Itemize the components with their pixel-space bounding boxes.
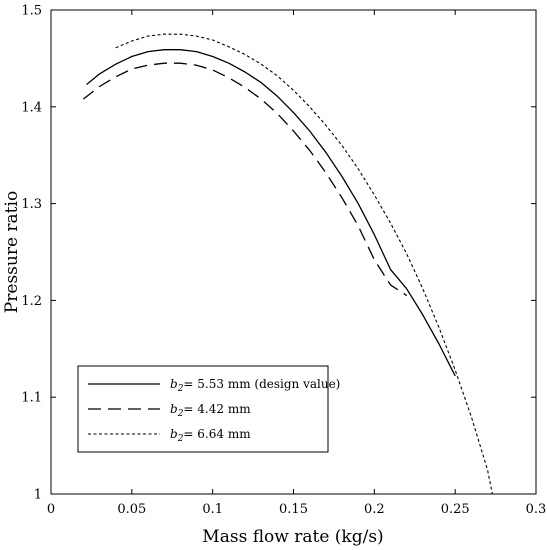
- legend-entries: b2= 5.53 mm (design value)b2= 4.42 mmb2=…: [88, 377, 340, 444]
- x-tick-label: 0.05: [117, 502, 146, 517]
- legend-symbol: b: [170, 427, 178, 441]
- legend-value: = 6.64 mm: [183, 427, 251, 441]
- legend-label-1: b2= 5.53 mm (design value): [170, 377, 340, 394]
- legend-label-2: b2= 4.42 mm: [170, 402, 251, 419]
- legend-label-3: b2= 6.64 mm: [170, 427, 251, 444]
- legend-value: = 5.53 mm (design value): [183, 377, 340, 391]
- y-tick-label: 1.4: [21, 100, 42, 115]
- series-line-1: [86, 49, 456, 377]
- series-line-2: [82, 62, 408, 297]
- y-tick-label: 1.5: [21, 4, 42, 19]
- legend-subscript: 2: [177, 434, 184, 444]
- y-tick-label: 1: [34, 488, 42, 503]
- series-line-3: [115, 33, 493, 495]
- legend-symbol: b: [170, 402, 178, 416]
- legend-subscript: 2: [177, 384, 184, 394]
- y-tick-label: 1.1: [21, 391, 42, 406]
- y-tick-label: 1.2: [21, 294, 42, 309]
- plot-frame: [50, 9, 537, 495]
- legend-value: = 4.42 mm: [183, 402, 251, 416]
- y-tick-label: 1.3: [21, 197, 42, 212]
- legend-symbol: b: [170, 377, 178, 391]
- x-axis-title: Mass flow rate (kg/s): [202, 527, 383, 547]
- legend-subscript: 2: [177, 409, 184, 419]
- x-tick-label: 0.3: [526, 502, 547, 517]
- x-tick-label: 0.25: [441, 502, 470, 517]
- y-axis-title: Pressure ratio: [2, 191, 22, 313]
- x-tick-label: 0.15: [279, 502, 308, 517]
- x-tick-label: 0.2: [364, 502, 385, 517]
- x-tick-label: 0.1: [202, 502, 223, 517]
- x-tick-label: 0: [47, 502, 55, 517]
- labels-layer: 0 0.05 0.1 0.15 0.2 0.25 0.3 1 1.1 1.2 1.3 1.4 1.5: [21, 4, 546, 518]
- series-layer: [82, 33, 493, 495]
- legend: b2= 5.53 mm (design value)b2= 4.42 mmb2=…: [77, 365, 340, 453]
